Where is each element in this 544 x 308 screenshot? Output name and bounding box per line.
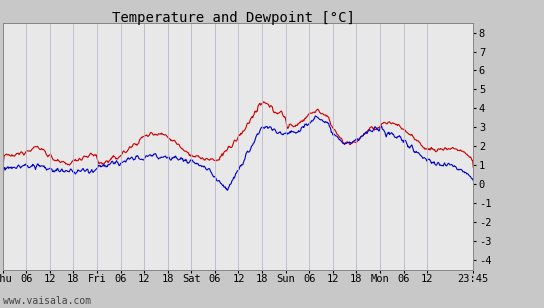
Text: Temperature and Dewpoint [°C]: Temperature and Dewpoint [°C] bbox=[113, 11, 355, 25]
Text: www.vaisala.com: www.vaisala.com bbox=[3, 297, 91, 306]
